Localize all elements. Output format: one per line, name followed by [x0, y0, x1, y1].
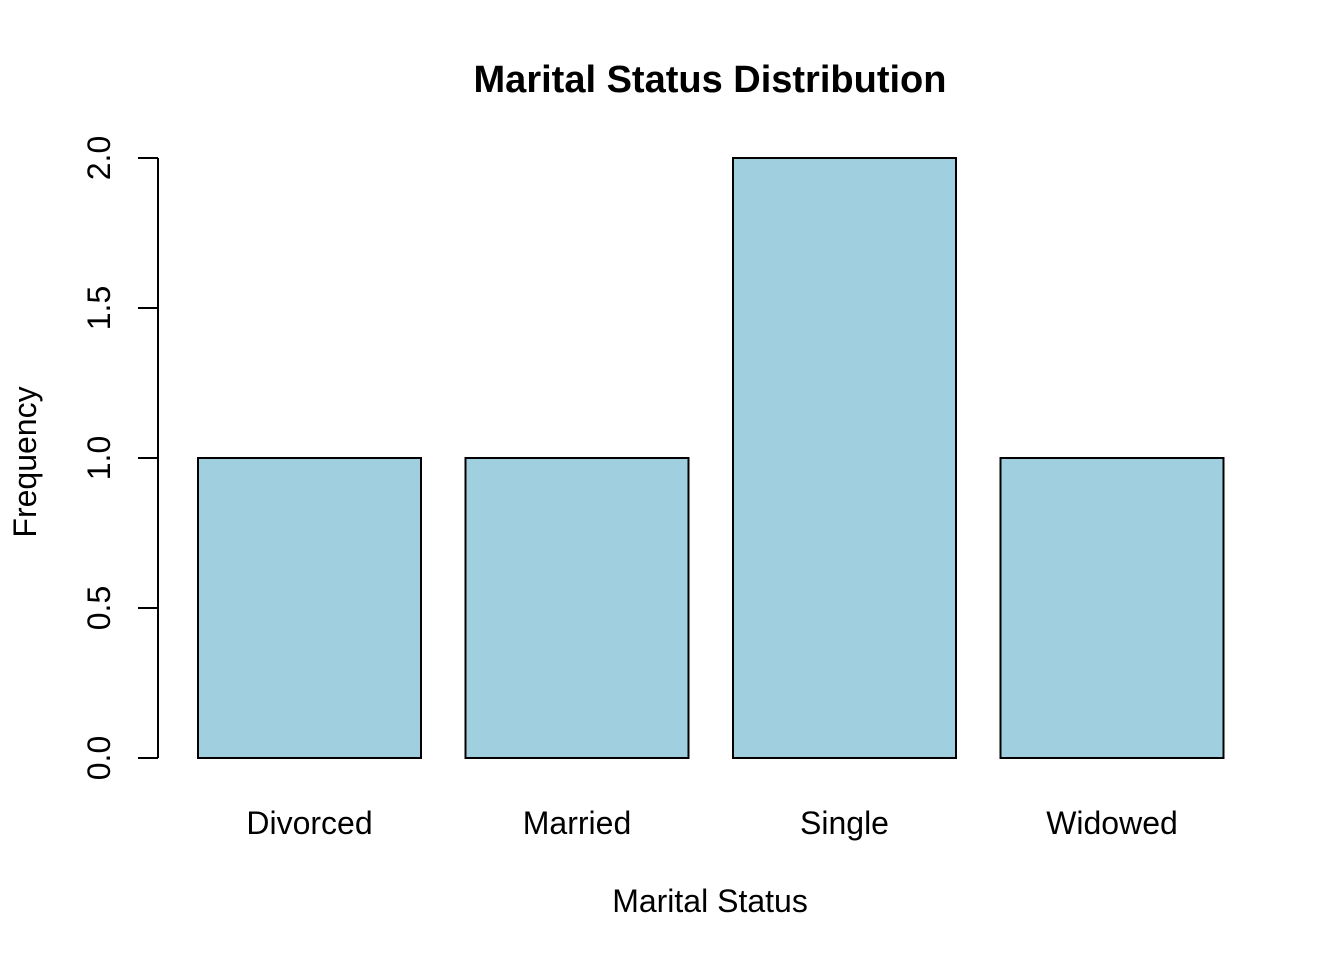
- y-tick-label: 1.5: [81, 286, 117, 330]
- bar-divorced: [197, 457, 422, 759]
- x-tick-label-single: Single: [800, 805, 889, 841]
- x-axis-label: Marital Status: [612, 883, 808, 919]
- y-tick-label: 1.0: [81, 436, 117, 480]
- y-tick-label: 0.5: [81, 586, 117, 630]
- bars-group: [197, 157, 1225, 759]
- bar-married: [464, 457, 690, 759]
- y-axis-label: Frequency: [7, 386, 43, 537]
- x-axis-tick-labels: Divorced Married Single Widowed: [246, 805, 1177, 841]
- y-axis: 0.0 0.5 1.0 1.5 2.0: [81, 136, 159, 780]
- x-tick-label-married: Married: [523, 805, 631, 841]
- x-tick-label-widowed: Widowed: [1046, 805, 1178, 841]
- chart-title: Marital Status Distribution: [474, 59, 947, 101]
- x-tick-label-divorced: Divorced: [246, 805, 372, 841]
- y-tick-label: 2.0: [81, 136, 117, 180]
- bar-widowed: [999, 457, 1225, 759]
- y-tick-label: 0.0: [81, 736, 117, 780]
- bar-single: [732, 157, 957, 759]
